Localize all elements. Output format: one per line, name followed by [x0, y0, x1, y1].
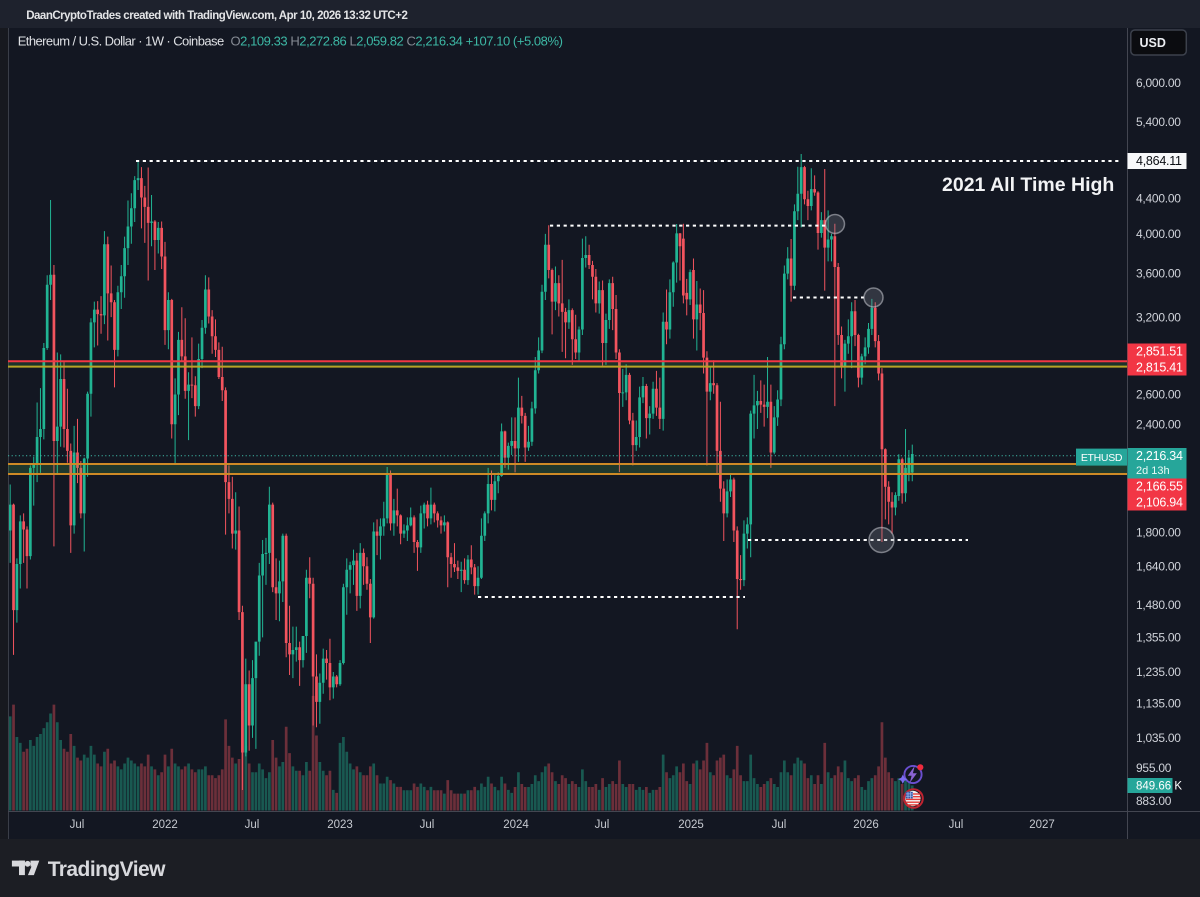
svg-text:Jul: Jul — [420, 819, 435, 831]
svg-text:ETHUSD: ETHUSD — [1081, 452, 1123, 464]
svg-text:2,216.34: 2,216.34 — [1136, 449, 1183, 463]
svg-text:1,135.00: 1,135.00 — [1136, 697, 1181, 711]
svg-text:Jul: Jul — [772, 819, 787, 831]
svg-text:1,035.00: 1,035.00 — [1136, 731, 1181, 745]
svg-text:USD: USD — [1140, 36, 1166, 50]
svg-text:2,106.94: 2,106.94 — [1136, 496, 1183, 510]
svg-text:2,600.00: 2,600.00 — [1136, 388, 1181, 402]
svg-text:O2,109.33 H2,272.86 L2,059.82: O2,109.33 H2,272.86 L2,059.82 C2,216.34 … — [231, 34, 563, 49]
svg-text:883.00: 883.00 — [1136, 794, 1172, 808]
svg-text:2022: 2022 — [152, 819, 178, 831]
svg-text:Jul: Jul — [245, 819, 260, 831]
svg-text:2021 All Time High: 2021 All Time High — [942, 174, 1114, 196]
svg-text:Jul: Jul — [595, 819, 610, 831]
svg-text:2d 13h: 2d 13h — [1136, 465, 1170, 477]
svg-text:3,600.00: 3,600.00 — [1136, 266, 1181, 280]
svg-text:3,200.00: 3,200.00 — [1136, 310, 1181, 324]
svg-text:Jul: Jul — [70, 819, 85, 831]
svg-text:2027: 2027 — [1029, 819, 1055, 831]
svg-text:849.66 K: 849.66 K — [1136, 781, 1182, 793]
svg-text:2026: 2026 — [853, 819, 879, 831]
svg-text:1,800.00: 1,800.00 — [1136, 526, 1181, 540]
svg-text:5,400.00: 5,400.00 — [1136, 115, 1181, 129]
svg-text:Ethereum / U.S. Dollar · 1W ·: Ethereum / U.S. Dollar · 1W · Coinbase — [18, 34, 224, 49]
svg-text:2,815.41: 2,815.41 — [1136, 361, 1183, 375]
svg-text:DaanCryptoTrades created with: DaanCryptoTrades created with TradingVie… — [26, 10, 407, 22]
svg-text:4,864.11: 4,864.11 — [1136, 154, 1182, 168]
svg-text:1,355.00: 1,355.00 — [1136, 631, 1181, 645]
svg-text:TradingView: TradingView — [48, 858, 166, 881]
svg-text:2,166.55: 2,166.55 — [1136, 480, 1183, 494]
svg-text:2025: 2025 — [678, 819, 704, 831]
svg-text:2,400.00: 2,400.00 — [1136, 418, 1181, 432]
svg-text:4,400.00: 4,400.00 — [1136, 192, 1181, 206]
svg-text:2023: 2023 — [327, 819, 353, 831]
svg-text:2,851.51: 2,851.51 — [1136, 345, 1183, 359]
svg-text:1,235.00: 1,235.00 — [1136, 665, 1181, 679]
svg-text:Jul: Jul — [949, 819, 964, 831]
svg-text:6,000.00: 6,000.00 — [1136, 76, 1181, 90]
svg-text:4,000.00: 4,000.00 — [1136, 227, 1181, 241]
svg-text:2024: 2024 — [503, 819, 529, 831]
svg-text:1,480.00: 1,480.00 — [1136, 598, 1181, 612]
svg-text:1,640.00: 1,640.00 — [1136, 560, 1181, 574]
svg-text:955.00: 955.00 — [1136, 761, 1172, 775]
